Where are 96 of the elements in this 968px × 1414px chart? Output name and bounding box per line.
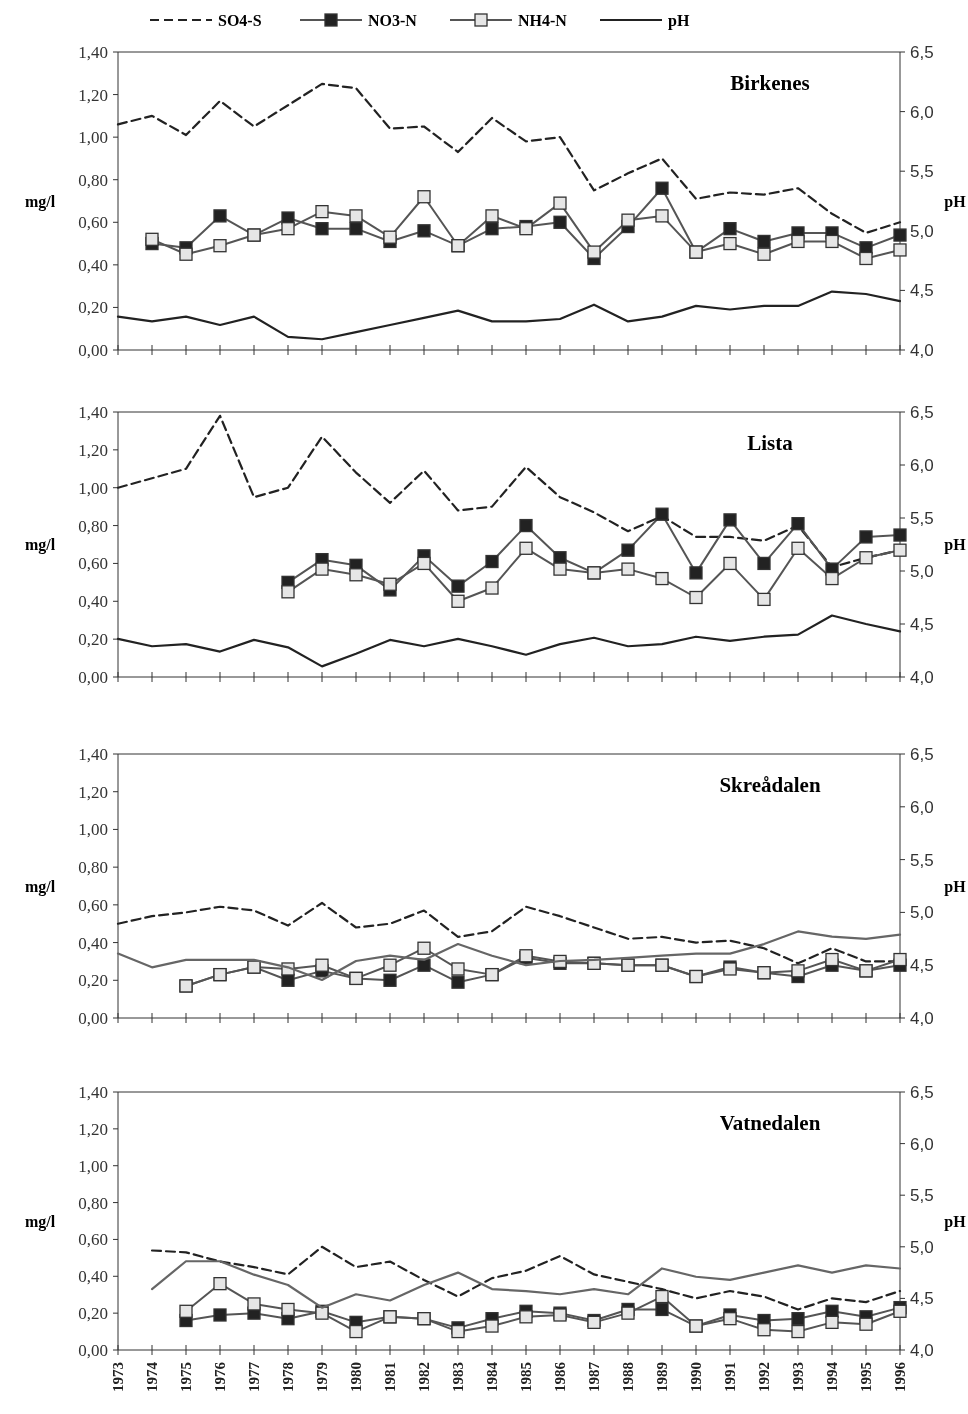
x-tick-label: 1973 — [110, 1362, 127, 1392]
x-tick-label: 1983 — [450, 1362, 467, 1392]
x-tick-label: 1996 — [892, 1361, 909, 1392]
y2-tick-label: 4,0 — [910, 1008, 934, 1028]
y2-tick-label: 4,0 — [910, 340, 934, 360]
legend-label: pH — [668, 11, 690, 30]
x-tick-label: 1989 — [654, 1362, 671, 1392]
x-tick-label: 1990 — [688, 1362, 705, 1392]
y2-tick-label: 4,5 — [910, 956, 934, 976]
x-tick-label: 1987 — [586, 1361, 603, 1392]
y-tick-label: 0,20 — [78, 298, 108, 318]
y2-tick-label: 5,5 — [910, 850, 934, 870]
text: Skreådalen — [719, 773, 821, 797]
x-tick-label: 1994 — [824, 1361, 841, 1392]
y2-tick-label: 4,5 — [910, 281, 934, 301]
y2-tick-label: 5,5 — [910, 508, 934, 528]
y-tick-label: 1,20 — [78, 85, 108, 105]
x-tick-label: 1976 — [212, 1361, 229, 1392]
y-tick-label: 0,00 — [78, 1340, 108, 1360]
y-tick-label: 0,80 — [78, 1193, 108, 1213]
y-tick-label: 1,40 — [78, 402, 108, 422]
y-tick-label: 1,20 — [78, 1119, 108, 1139]
y2-tick-label: 5,5 — [910, 162, 934, 182]
y2-tick-label: 5,0 — [910, 1237, 934, 1257]
x-tick-label: 1992 — [756, 1362, 773, 1392]
y2-axis-title: pH — [944, 877, 967, 896]
y-tick-label: 0,60 — [78, 895, 108, 915]
y-tick-label: 1,20 — [78, 440, 108, 460]
x-tick-label: 1982 — [416, 1362, 433, 1392]
y2-tick-label: 4,0 — [910, 1340, 934, 1360]
y2-axis-title: pH — [944, 192, 967, 211]
y-axis-title: mg/l — [24, 1212, 56, 1231]
text: Lista — [747, 431, 794, 455]
y-tick-label: 0,20 — [78, 1304, 108, 1324]
y2-axis-title: pH — [944, 1212, 967, 1231]
text: Vatnedalen — [719, 1111, 821, 1135]
y-tick-label: 0,80 — [78, 170, 108, 190]
y-tick-label: 1,00 — [78, 1156, 108, 1176]
y2-tick-label: 6,5 — [910, 42, 934, 62]
y-tick-label: 0,00 — [78, 340, 108, 360]
y-tick-label: 0,40 — [78, 255, 108, 275]
y2-tick-label: 6,0 — [910, 1134, 934, 1154]
y-tick-label: 0,00 — [78, 667, 108, 687]
x-tick-label: 1975 — [178, 1362, 195, 1392]
y2-tick-label: 4,0 — [910, 667, 934, 687]
y-tick-label: 0,80 — [78, 516, 108, 536]
y2-tick-label: 5,0 — [910, 561, 934, 581]
y-tick-label: 0,00 — [78, 1008, 108, 1028]
y-tick-label: 1,00 — [78, 478, 108, 498]
y2-tick-label: 4,5 — [910, 614, 934, 634]
x-tick-label: 1977 — [246, 1361, 263, 1392]
y-tick-label: 0,40 — [78, 592, 108, 612]
y-tick-label: 0,60 — [78, 213, 108, 233]
y-tick-label: 1,00 — [78, 820, 108, 840]
y2-tick-label: 5,0 — [910, 221, 934, 241]
x-tick-label: 1993 — [790, 1362, 807, 1392]
y2-tick-label: 4,5 — [910, 1289, 934, 1309]
y2-tick-label: 6,5 — [910, 744, 934, 764]
y-axis-title: mg/l — [24, 877, 56, 896]
legend-label: SO4-S — [218, 11, 262, 29]
y2-tick-label: 6,0 — [910, 797, 934, 817]
legend-label: NO3-N — [368, 11, 418, 29]
legend-label: NH4-N — [518, 11, 568, 29]
y2-tick-label: 5,0 — [910, 903, 934, 923]
x-tick-label: 1991 — [722, 1362, 739, 1392]
y2-axis-title: pH — [944, 536, 967, 555]
y2-tick-label: 6,5 — [910, 1082, 934, 1102]
y-tick-label: 0,20 — [78, 971, 108, 991]
y2-tick-label: 6,0 — [910, 455, 934, 475]
x-tick-label: 1995 — [858, 1362, 875, 1392]
x-tick-label: 1974 — [144, 1361, 161, 1392]
y-axis-title: mg/l — [24, 192, 56, 211]
y-tick-label: 1,00 — [78, 128, 108, 148]
y-tick-label: 0,60 — [78, 554, 108, 574]
y-tick-label: 0,20 — [78, 630, 108, 650]
x-tick-label: 1985 — [518, 1362, 535, 1392]
y-tick-label: 1,40 — [78, 1082, 108, 1102]
x-tick-label: 1981 — [382, 1362, 399, 1392]
y-tick-label: 0,60 — [78, 1230, 108, 1250]
x-tick-label: 1978 — [280, 1362, 297, 1392]
y-tick-label: 0,40 — [78, 933, 108, 953]
x-tick-label: 1979 — [314, 1362, 331, 1392]
x-tick-label: 1986 — [552, 1361, 569, 1392]
text: Birkenes — [730, 71, 810, 95]
y-tick-label: 1,40 — [78, 42, 108, 62]
y-tick-label: 0,40 — [78, 1267, 108, 1287]
y2-tick-label: 5,5 — [910, 1186, 934, 1206]
x-tick-label: 1984 — [484, 1361, 501, 1392]
x-tick-label: 1980 — [348, 1362, 365, 1392]
y2-tick-label: 6,0 — [910, 102, 934, 122]
y-tick-label: 1,20 — [78, 782, 108, 802]
y-tick-label: 1,40 — [78, 744, 108, 764]
y2-tick-label: 6,5 — [910, 402, 934, 422]
x-tick-label: 1988 — [620, 1362, 637, 1392]
y-tick-label: 0,80 — [78, 858, 108, 878]
y-axis-title: mg/l — [24, 536, 56, 555]
